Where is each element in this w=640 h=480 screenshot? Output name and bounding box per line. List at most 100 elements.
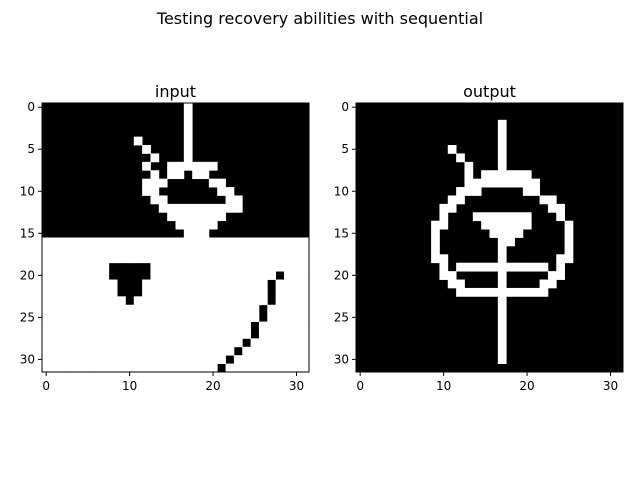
input-pixel bbox=[150, 338, 159, 347]
input-pixel bbox=[184, 330, 193, 339]
input-pixel bbox=[209, 238, 218, 247]
input-y-tick-label: 15 bbox=[20, 226, 35, 240]
input-pixel bbox=[109, 364, 118, 373]
output-pixel bbox=[431, 221, 440, 230]
input-pixel bbox=[176, 162, 185, 171]
input-pixel bbox=[192, 263, 201, 272]
input-pixel bbox=[209, 322, 218, 331]
input-pixel bbox=[134, 313, 143, 322]
input-pixel bbox=[184, 145, 193, 154]
input-pixel bbox=[267, 364, 276, 373]
input-pixel bbox=[134, 137, 143, 146]
input-pixel bbox=[226, 263, 235, 272]
input-pixel bbox=[201, 204, 210, 213]
input-pixel bbox=[100, 338, 109, 347]
input-pixel bbox=[184, 322, 193, 331]
input-pixel bbox=[192, 204, 201, 213]
input-pixel bbox=[226, 204, 235, 213]
input-pixel bbox=[242, 263, 251, 272]
input-pixel bbox=[150, 263, 159, 272]
input-pixel bbox=[259, 364, 268, 373]
input-pixel bbox=[234, 271, 243, 280]
input-pixel bbox=[184, 238, 193, 247]
output-pixel bbox=[498, 229, 507, 238]
input-pixel bbox=[259, 288, 268, 297]
input-pixel bbox=[84, 246, 93, 255]
input-pixel bbox=[217, 355, 226, 364]
input-pixel bbox=[150, 288, 159, 297]
input-pixel bbox=[142, 238, 151, 247]
output-pixel bbox=[506, 263, 515, 272]
input-pixel bbox=[284, 347, 293, 356]
input-pixel bbox=[117, 330, 126, 339]
input-pixel bbox=[201, 170, 210, 179]
input-pixel bbox=[176, 338, 185, 347]
output-y-tick-label: 10 bbox=[334, 184, 349, 198]
input-pixel bbox=[301, 254, 310, 263]
output-pixel bbox=[498, 137, 507, 146]
input-pixel bbox=[209, 179, 218, 188]
input-pixel bbox=[217, 288, 226, 297]
output-pixel bbox=[490, 221, 499, 230]
input-pixel bbox=[59, 271, 68, 280]
input-pixel bbox=[217, 254, 226, 263]
output-pixel bbox=[506, 221, 515, 230]
input-pixel bbox=[201, 221, 210, 230]
input-pixel bbox=[134, 246, 143, 255]
input-pixel bbox=[259, 263, 268, 272]
input-pixel bbox=[167, 212, 176, 221]
input-pixel bbox=[50, 364, 59, 373]
input-pixel bbox=[92, 238, 101, 247]
input-pixel bbox=[50, 288, 59, 297]
input-pixel bbox=[201, 280, 210, 289]
input-pixel bbox=[184, 313, 193, 322]
input-pixel bbox=[276, 280, 285, 289]
input-pixel bbox=[251, 296, 260, 305]
input-pixel bbox=[125, 355, 134, 364]
output-pixel bbox=[565, 238, 574, 247]
input-pixel bbox=[117, 254, 126, 263]
input-pixel bbox=[42, 313, 51, 322]
input-pixel bbox=[209, 204, 218, 213]
input-pixel bbox=[234, 364, 243, 373]
input-pixel bbox=[226, 246, 235, 255]
input-pixel bbox=[134, 254, 143, 263]
input-pixel bbox=[284, 330, 293, 339]
input-y-tick-label: 25 bbox=[20, 310, 35, 324]
input-pixel bbox=[150, 170, 159, 179]
input-pixel bbox=[142, 305, 151, 314]
input-pixel bbox=[301, 271, 310, 280]
input-pixel bbox=[192, 288, 201, 297]
input-pixel bbox=[75, 313, 84, 322]
input-pixel bbox=[42, 246, 51, 255]
input-pixel bbox=[301, 246, 310, 255]
input-pixel bbox=[75, 338, 84, 347]
input-pixel bbox=[100, 364, 109, 373]
input-pixel bbox=[150, 347, 159, 356]
input-pixel bbox=[142, 322, 151, 331]
input-pixel bbox=[84, 364, 93, 373]
input-pixel bbox=[251, 355, 260, 364]
input-pixel bbox=[67, 296, 76, 305]
input-pixel bbox=[292, 246, 301, 255]
input-pixel bbox=[284, 246, 293, 255]
output-pixel bbox=[448, 280, 457, 289]
input-pixel bbox=[67, 313, 76, 322]
input-pixel bbox=[159, 347, 168, 356]
output-pixel bbox=[548, 280, 557, 289]
output-pixel bbox=[548, 271, 557, 280]
input-pixel bbox=[184, 111, 193, 120]
input-pixel bbox=[226, 313, 235, 322]
input-pixel bbox=[226, 271, 235, 280]
input-pixel bbox=[267, 355, 276, 364]
input-pixel bbox=[201, 271, 210, 280]
output-pixel bbox=[490, 229, 499, 238]
input-pixel bbox=[276, 338, 285, 347]
input-x-tick-label: 30 bbox=[289, 379, 304, 393]
input-pixel bbox=[92, 246, 101, 255]
input-pixel bbox=[184, 271, 193, 280]
input-pixel bbox=[84, 330, 93, 339]
input-pixel bbox=[92, 288, 101, 297]
output-pixel bbox=[448, 204, 457, 213]
input-pixel bbox=[276, 246, 285, 255]
